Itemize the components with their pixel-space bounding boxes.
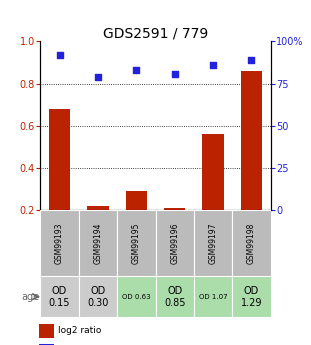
Bar	[49, 109, 70, 210]
Bar	[232, 210, 271, 276]
Text: OD 1.07: OD 1.07	[199, 294, 227, 300]
Title: GDS2591 / 779: GDS2591 / 779	[103, 26, 208, 40]
Text: GSM99194: GSM99194	[94, 223, 102, 264]
Text: OD
0.85: OD 0.85	[164, 286, 185, 307]
Text: GSM99197: GSM99197	[209, 223, 217, 264]
Point	[211, 62, 216, 68]
Bar	[79, 276, 117, 317]
Text: GSM99198: GSM99198	[247, 223, 256, 264]
Bar	[194, 210, 232, 276]
Point	[134, 67, 139, 73]
Bar	[232, 276, 271, 317]
Bar	[164, 208, 185, 210]
Bar	[39, 344, 53, 345]
Bar	[40, 210, 79, 276]
Bar	[40, 276, 79, 317]
Bar	[117, 210, 156, 276]
Bar	[156, 276, 194, 317]
Bar	[87, 206, 109, 210]
Text: OD
0.15: OD 0.15	[49, 286, 70, 307]
Text: OD 0.63: OD 0.63	[122, 294, 151, 300]
Bar	[241, 71, 262, 210]
Text: age: age	[21, 292, 40, 302]
Bar	[156, 210, 194, 276]
Text: GSM99195: GSM99195	[132, 223, 141, 264]
Bar	[117, 276, 156, 317]
Point	[57, 52, 62, 58]
Text: OD
0.30: OD 0.30	[87, 286, 109, 307]
Text: GSM99196: GSM99196	[170, 223, 179, 264]
Bar	[126, 191, 147, 210]
Text: OD
1.29: OD 1.29	[241, 286, 262, 307]
Bar	[194, 276, 232, 317]
Text: GSM99193: GSM99193	[55, 223, 64, 264]
Point	[95, 74, 100, 80]
Text: log2 ratio: log2 ratio	[58, 326, 102, 335]
Bar	[202, 134, 224, 210]
Point	[172, 71, 177, 76]
Point	[249, 57, 254, 63]
Bar	[39, 324, 53, 337]
Bar	[79, 210, 117, 276]
